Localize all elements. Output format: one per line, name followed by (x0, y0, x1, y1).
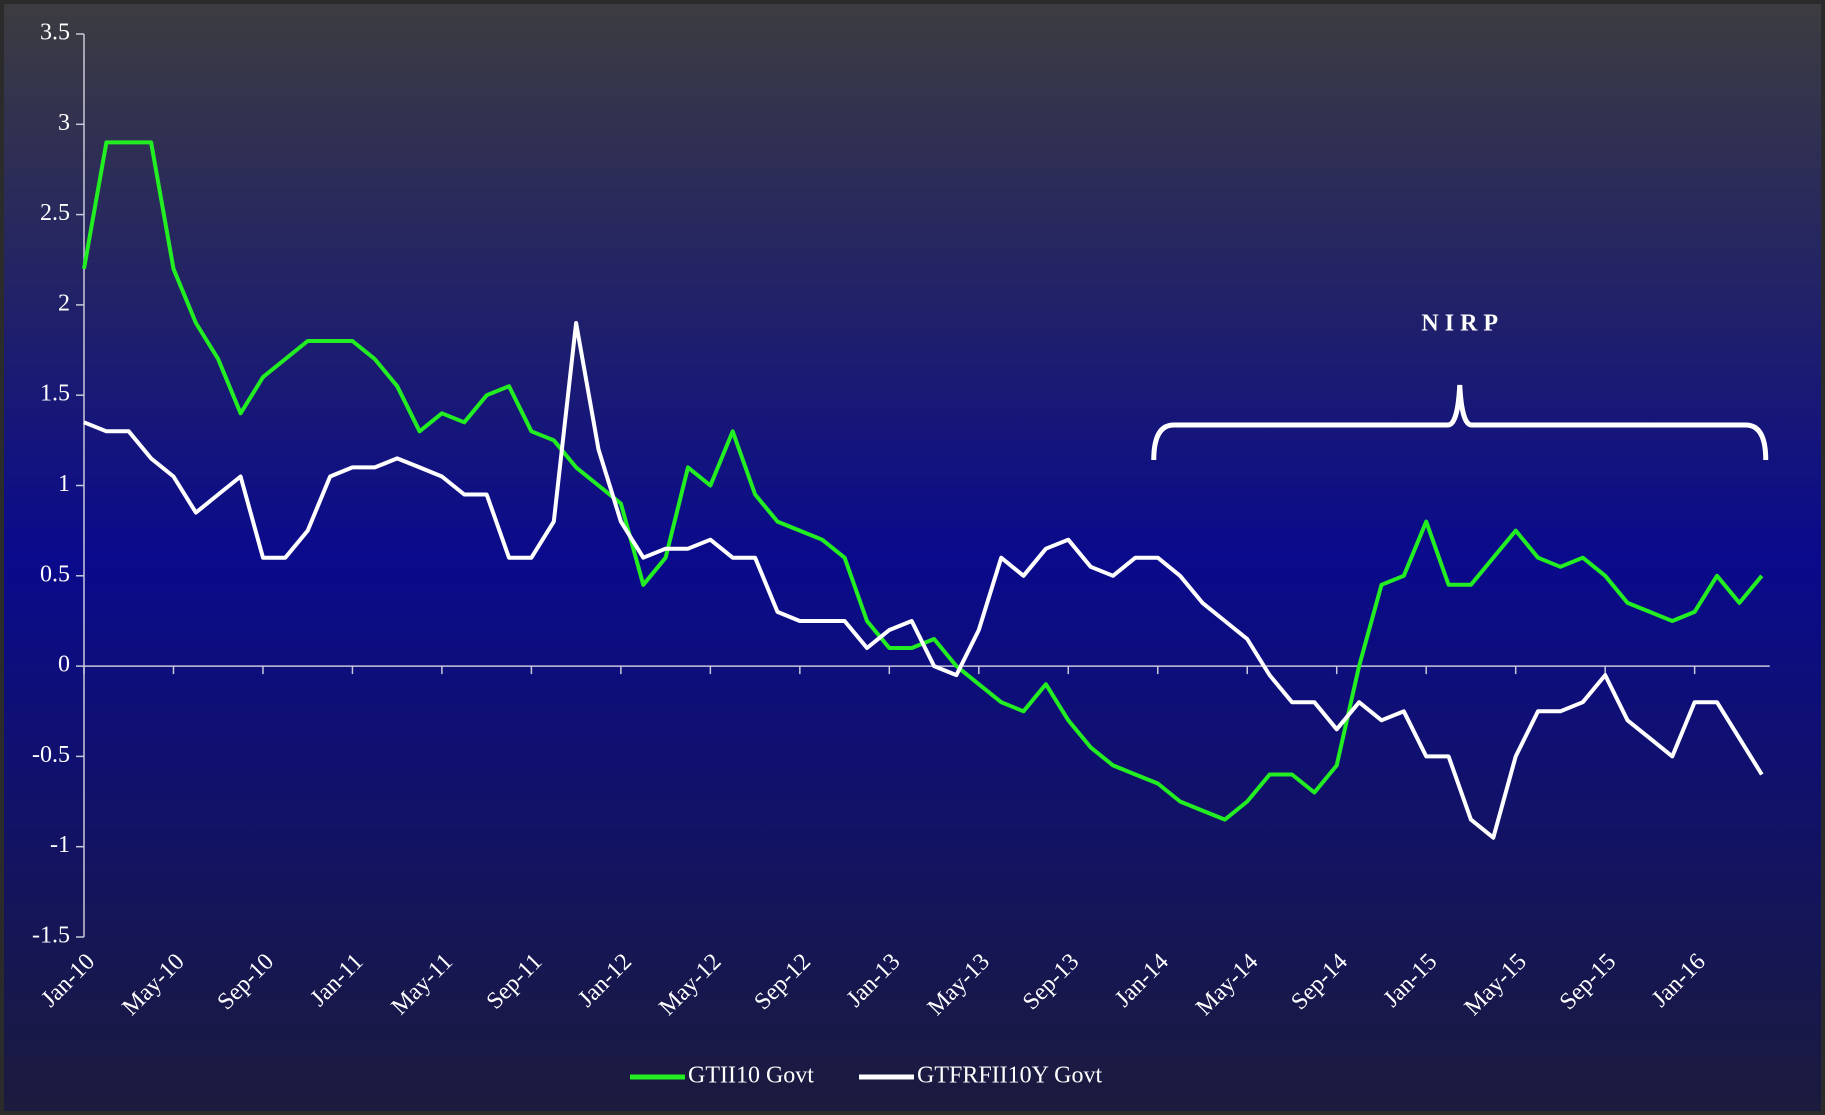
y-tick-label: 2 (58, 290, 70, 316)
legend-label: GTFRFII10Y Govt (917, 1063, 1102, 1089)
y-tick-label: -1.5 (32, 923, 70, 949)
plot-background (4, 4, 1821, 1111)
annotation-bracket (1151, 384, 1769, 461)
y-tick-label: 0.5 (40, 561, 70, 587)
y-tick-label: -1 (50, 832, 70, 858)
annotation: N I R P (1421, 311, 1498, 337)
y-tick-label: -0.5 (32, 742, 70, 768)
y-tick-label: 3 (58, 110, 70, 136)
y-tick-label: 1 (58, 471, 70, 497)
y-tick-label: 1.5 (40, 381, 70, 407)
y-tick-label: 2.5 (40, 200, 70, 226)
series-line (83, 321, 1764, 840)
y-tick-label: 3.5 (40, 20, 70, 46)
y-tick-label: 0 (58, 652, 70, 678)
legend-label: GTII10 Govt (688, 1063, 814, 1089)
